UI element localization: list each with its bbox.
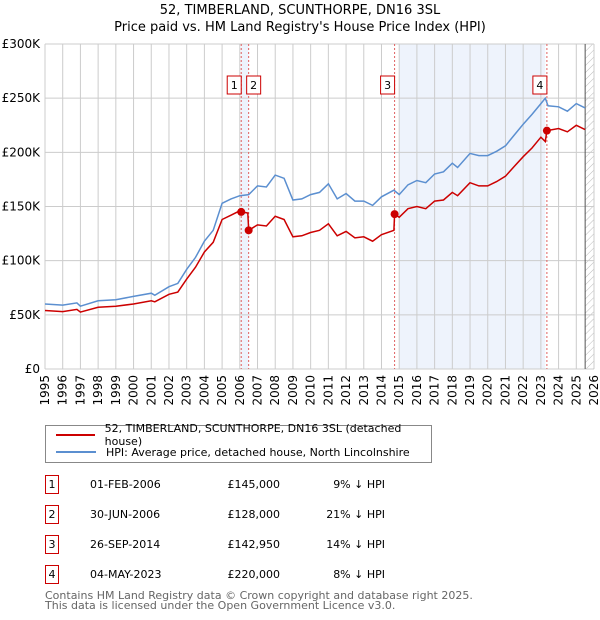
x-tick-label: 1995 (38, 375, 52, 406)
sale-point (237, 207, 246, 216)
legend: 52, TIMBERLAND, SCUNTHORPE, DN16 3SL (de… (45, 422, 432, 463)
sale-label: 4 (536, 79, 543, 92)
sale-hpi-diff: 9% ↓ HPI (333, 478, 385, 491)
chart-subtitle: Price paid vs. HM Land Registry's House … (114, 20, 486, 35)
x-tick-label: 1999 (109, 375, 123, 406)
sale-label-box (246, 75, 262, 95)
hpi-line (44, 96, 586, 308)
legend-swatch-price (56, 434, 95, 436)
footer: Contains HM Land Registry data © Crown c… (45, 589, 473, 612)
sale-marker-number: 2 (45, 505, 59, 524)
sale-label: 3 (384, 79, 391, 92)
x-tick-label: 2007 (251, 375, 265, 406)
sale-label-box (380, 75, 396, 95)
sale-date: 30-JUN-2006 (90, 508, 161, 521)
x-tick-label: 2020 (481, 375, 495, 406)
sale-label: 1 (231, 79, 238, 92)
x-tick-label: 2011 (321, 375, 335, 406)
sale-hpi-diff: 14% ↓ HPI (326, 538, 385, 551)
x-tick-label: 2012 (339, 375, 353, 406)
legend-label-price: 52, TIMBERLAND, SCUNTHORPE, DN16 3SL (de… (104, 422, 402, 448)
x-tick-label: 2008 (268, 375, 282, 406)
x-tick-label: 2019 (463, 375, 477, 406)
x-tick-label: 2026 (587, 375, 600, 406)
sale-label: 2 (250, 79, 257, 92)
x-tick-label: 2000 (127, 375, 141, 406)
sale-label-box (226, 75, 242, 95)
y-tick-label: £50K (9, 308, 41, 322)
sale-row: 4 04-MAY-2023 £220,000 8% ↓ HPI (45, 565, 445, 585)
x-tick-label: 2009 (286, 375, 300, 406)
x-tick-label: 2022 (516, 375, 530, 406)
legend-label-hpi: HPI: Average price, detached house, Nort… (106, 445, 410, 459)
x-tick-label: 2025 (569, 375, 583, 406)
legend-swatch-hpi (56, 451, 96, 453)
sale-label-box (532, 75, 548, 95)
sale-date: 26-SEP-2014 (90, 538, 161, 551)
x-tick-label: 2015 (392, 375, 406, 406)
y-tick-label: £300K (2, 37, 42, 51)
x-tick-label: 2018 (445, 375, 459, 406)
sale-hpi-diff: 21% ↓ HPI (326, 508, 385, 521)
footer-line: This data is licensed under the Open Gov… (45, 599, 396, 612)
sale-marker-number: 4 (45, 565, 59, 584)
x-tick-label: 1998 (91, 375, 105, 406)
sale-point (244, 226, 253, 235)
sale-date: 04-MAY-2023 (90, 568, 162, 581)
x-tick-label: 2006 (233, 375, 247, 406)
sale-marker-number: 1 (45, 475, 59, 494)
sale-price: £128,000 (227, 508, 281, 521)
x-tick-label: 2010 (304, 375, 318, 406)
x-tick-label: 2004 (197, 375, 211, 406)
y-tick-label: £0 (25, 362, 40, 376)
sale-price: £220,000 (227, 568, 281, 581)
x-tick-label: 2017 (428, 375, 442, 406)
y-tick-label: £200K (2, 145, 42, 159)
y-tick-label: £100K (2, 254, 42, 268)
sale-row: 2 30-JUN-2006 £128,000 21% ↓ HPI (45, 505, 445, 525)
y-tick-label: £250K (2, 91, 42, 105)
sale-price: £145,000 (227, 478, 281, 491)
x-tick-label: 1997 (73, 375, 87, 406)
x-tick-label: 1996 (56, 375, 70, 406)
x-tick-label: 2024 (552, 375, 566, 406)
price-line (44, 124, 586, 313)
sale-price: £142,950 (227, 538, 281, 551)
sale-hpi-diff: 8% ↓ HPI (333, 568, 385, 581)
x-tick-label: 2016 (410, 375, 424, 406)
x-tick-label: 2014 (374, 375, 388, 406)
x-tick-label: 2023 (534, 375, 548, 406)
sale-row: 3 26-SEP-2014 £142,950 14% ↓ HPI (45, 535, 445, 555)
sale-marker-number: 3 (45, 535, 59, 554)
footer-line: Contains HM Land Registry data © Crown c… (45, 589, 473, 602)
x-tick-label: 2001 (144, 375, 158, 406)
x-tick-label: 2003 (180, 375, 194, 406)
chart: 1995 1996 1997 1998 1999 2000 2001 2002 2003 2004… (2, 37, 600, 406)
legend-item-price: 52, TIMBERLAND, SCUNTHORPE, DN16 3SL (de… (56, 422, 431, 448)
x-tick-label: 2002 (162, 375, 176, 406)
sale-point (390, 210, 399, 219)
chart-title: 52, TIMBERLAND, SCUNTHORPE, DN16 3SL (159, 3, 441, 18)
legend-item-hpi: HPI: Average price, detached house, Nort… (56, 444, 410, 460)
y-tick-label: £150K (2, 200, 42, 214)
x-tick-label: 2021 (498, 375, 512, 406)
sale-row: 1 01-FEB-2006 £145,000 9% ↓ HPI (45, 475, 445, 495)
sale-date: 01-FEB-2006 (90, 478, 161, 491)
sale-point (542, 126, 551, 135)
x-tick-label: 2013 (357, 375, 371, 406)
x-tick-label: 2005 (215, 375, 229, 406)
